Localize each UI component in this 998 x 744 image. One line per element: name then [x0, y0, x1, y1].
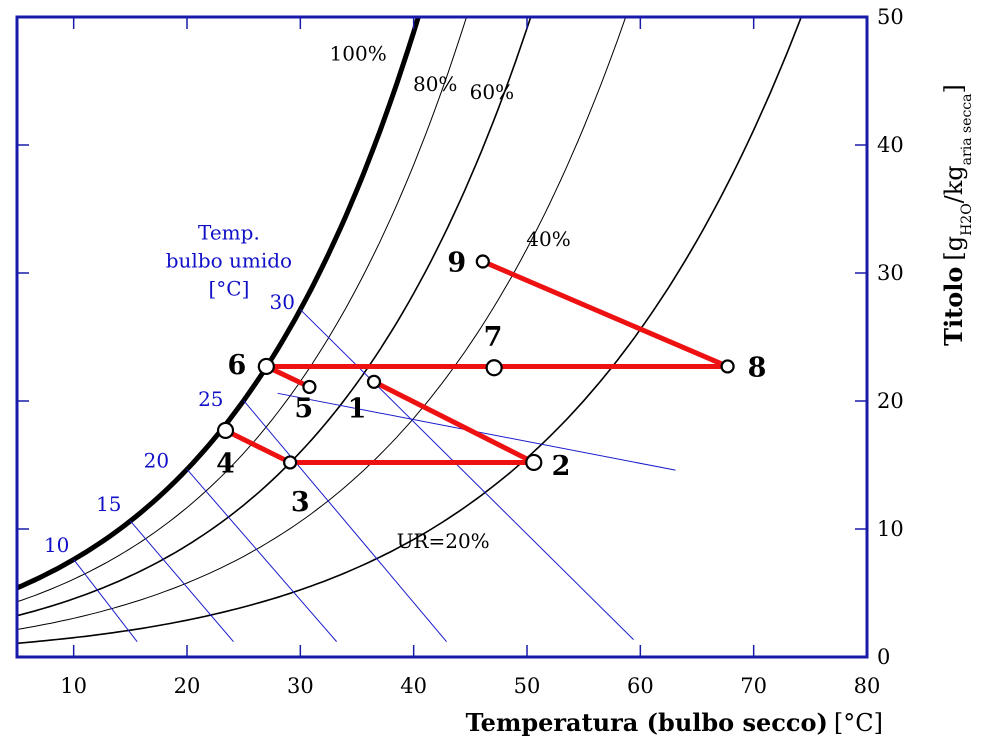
- wet-bulb-line-30: [299, 309, 634, 640]
- rh-curve-40: [17, 17, 627, 630]
- wet-bulb-label-20: 20: [144, 449, 169, 473]
- state-points: 1 2 3 4 5 6 7 8 9: [216, 248, 766, 518]
- wet-bulb-label-10: 10: [44, 533, 69, 557]
- state-point-8: [720, 359, 735, 374]
- state-point-4: [216, 421, 235, 440]
- y-axis-title: Titolo [gH2O/kgaria secca]: [939, 84, 975, 346]
- state-point-label-1: 1: [348, 394, 367, 425]
- x-axis-title: Temperatura (bulbo secco) [°C]: [466, 708, 883, 737]
- x-tick-label-40: 40: [400, 674, 427, 698]
- state-point-9: [475, 254, 490, 269]
- state-point-5: [302, 379, 317, 395]
- x-tick-label-10: 10: [60, 674, 87, 698]
- y-tick-label-10: 10: [877, 517, 904, 541]
- y-tick-label-20: 20: [877, 389, 904, 413]
- process-line-4-3: [223, 427, 293, 465]
- wet-bulb-line-15: [129, 520, 234, 642]
- y-axis-title-bold: Titolo: [939, 267, 968, 346]
- x-axis-title-bold: Temperatura (bulbo secco): [466, 708, 828, 737]
- wet-bulb-label-15: 15: [96, 492, 121, 516]
- state-point-1: [366, 374, 382, 389]
- x-tick-label-20: 20: [174, 674, 201, 698]
- wet-bulb-label-25: 25: [198, 387, 223, 411]
- wet-bulb-line-25: [243, 400, 447, 642]
- state-point-label-6: 6: [227, 350, 246, 381]
- y-tick-label-0: 0: [877, 645, 890, 669]
- state-point-7: [485, 359, 503, 377]
- wet-bulb-label-30: 30: [269, 290, 294, 314]
- rh-label-20: UR=20%: [397, 529, 490, 553]
- y-tick-label-50: 50: [877, 5, 904, 29]
- state-point-3: [283, 455, 298, 470]
- y-tick-label-30: 30: [877, 261, 904, 285]
- state-point-label-8: 8: [748, 353, 767, 384]
- x-tick-label-60: 60: [627, 674, 654, 698]
- wet-bulb-line-20: [186, 469, 337, 642]
- y-tick-label-40: 40: [877, 133, 904, 157]
- process-line-9-8: [480, 258, 731, 369]
- rh-curve-20: [17, 17, 803, 645]
- x-tick-label-70: 70: [740, 674, 767, 698]
- y-axis-title-unit-open: [g: [940, 236, 968, 261]
- state-point-label-4: 4: [216, 449, 235, 480]
- rh-label-100: 100%: [330, 42, 387, 66]
- process-lines: [223, 258, 731, 465]
- plot-frame: [15, 15, 869, 659]
- y-axis-title-slash-kg: /kg: [940, 165, 968, 203]
- state-point-label-9: 9: [447, 248, 466, 279]
- state-point-label-3: 3: [291, 487, 310, 518]
- state-point-label-5: 5: [294, 394, 313, 425]
- rh-curve-80: [17, 17, 468, 603]
- rh-label-40: 40%: [526, 227, 570, 251]
- state-point-2: [525, 453, 543, 472]
- rh-label-80: 80%: [413, 72, 457, 96]
- wet-bulb-line-10: [73, 559, 138, 642]
- y-axis-title-h2o: H2O: [959, 203, 975, 236]
- axis-ticks: 10 20 30 40 50 60 70 80 0 10 20 30 40 50: [17, 5, 904, 698]
- wet-bulb-title-line-1: bulbo umido: [166, 249, 292, 273]
- rh-curve-60: [17, 17, 532, 617]
- y-axis-title-close: ]: [940, 84, 968, 93]
- state-point-label-7: 7: [484, 322, 503, 353]
- process-line-1-2: [371, 379, 537, 465]
- state-point-label-2: 2: [552, 451, 571, 482]
- x-tick-label-80: 80: [854, 674, 881, 698]
- chart-labels: 100%80% 60%40%UR=20%1015202530Temp.bulbo …: [44, 42, 571, 558]
- state-point-6: [257, 357, 275, 376]
- x-axis-title-unit: [°C]: [834, 709, 883, 737]
- wet-bulb-title-line-2: [°C]: [208, 277, 249, 301]
- wet-bulb-title-line-0: Temp.: [198, 221, 260, 245]
- y-axis-title-dry-air: aria secca: [959, 94, 975, 166]
- x-tick-label-30: 30: [287, 674, 314, 698]
- rh-label-60: 60%: [470, 80, 514, 104]
- x-tick-label-50: 50: [514, 674, 541, 698]
